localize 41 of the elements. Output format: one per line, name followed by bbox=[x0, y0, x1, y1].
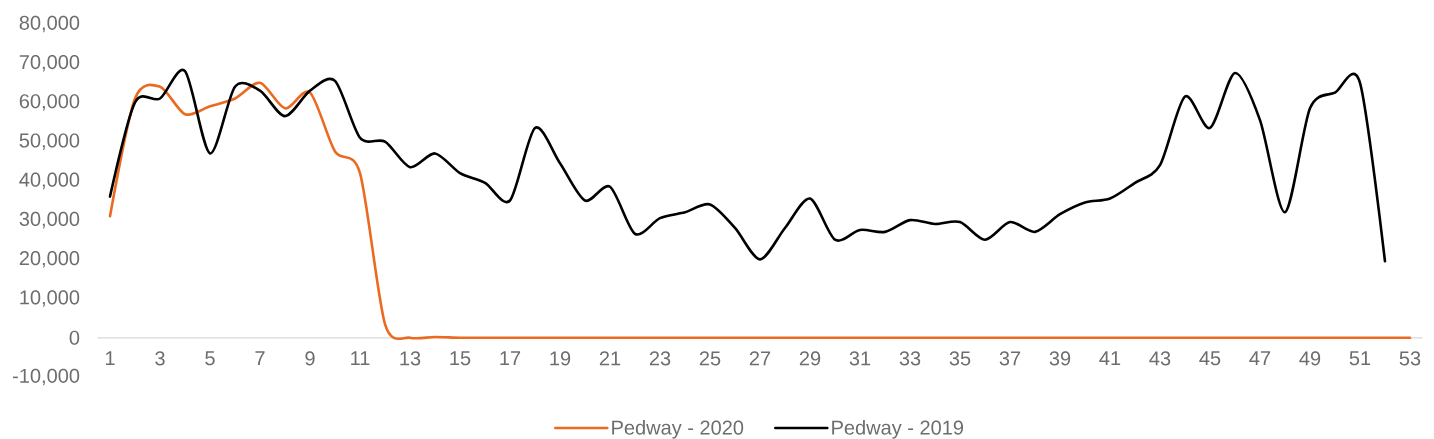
y-tick-label: 20,000 bbox=[19, 251, 80, 268]
x-tick-label: 33 bbox=[899, 351, 921, 366]
x-tick-label: 25 bbox=[699, 351, 721, 366]
x-tick-label: 39 bbox=[1049, 351, 1071, 366]
x-tick-label: 49 bbox=[1299, 351, 1321, 366]
x-tick-label: 27 bbox=[749, 351, 771, 366]
x-tick-label: 31 bbox=[849, 351, 871, 366]
legend-label: Pedway - 2019 bbox=[832, 420, 964, 439]
y-tick-label: 10,000 bbox=[20, 290, 80, 307]
x-tick-label: 5 bbox=[205, 351, 215, 366]
x-tick-label: 35 bbox=[949, 351, 971, 366]
x-tick-label: 43 bbox=[1149, 351, 1171, 366]
y-tick-label: 30,000 bbox=[19, 211, 80, 229]
x-tick-label: 3 bbox=[155, 351, 165, 366]
x-tick-label: 13 bbox=[400, 351, 421, 366]
line-series bbox=[108, 69, 1387, 263]
y-tick-label: 60,000 bbox=[19, 94, 80, 111]
x-tick-label: 19 bbox=[550, 351, 571, 366]
x-tick-label: 53 bbox=[1399, 351, 1421, 366]
x-tick-label: 51 bbox=[1349, 351, 1371, 366]
legend-label: Pedway - 2020 bbox=[612, 420, 744, 439]
x-tick-label: 9 bbox=[305, 351, 315, 366]
x-tick-label: 47 bbox=[1249, 351, 1271, 366]
x-tick-label: 41 bbox=[1099, 351, 1121, 366]
y-tick-label: 40,000 bbox=[19, 172, 80, 190]
x-tick-label: 45 bbox=[1199, 351, 1221, 366]
x-tick-label: 11 bbox=[351, 351, 370, 366]
y-tick-label: 0 bbox=[69, 330, 80, 345]
line-series bbox=[108, 81, 1412, 341]
x-tick-label: 7 bbox=[255, 351, 265, 366]
x-tick-label: 29 bbox=[799, 351, 821, 366]
y-tick-label: -10,000 bbox=[13, 368, 80, 386]
x-tick-label: 21 bbox=[599, 351, 621, 366]
x-tick-label: 1 bbox=[105, 351, 115, 366]
y-tick-label: 50,000 bbox=[19, 133, 80, 150]
y-tick-label: 80,000 bbox=[19, 15, 80, 33]
x-tick-label: 17 bbox=[500, 351, 521, 366]
x-tick-label: 15 bbox=[450, 351, 471, 366]
x-tick-label: 23 bbox=[649, 351, 671, 366]
y-tick-label: 70,000 bbox=[19, 54, 80, 72]
x-tick-label: 37 bbox=[999, 351, 1021, 366]
